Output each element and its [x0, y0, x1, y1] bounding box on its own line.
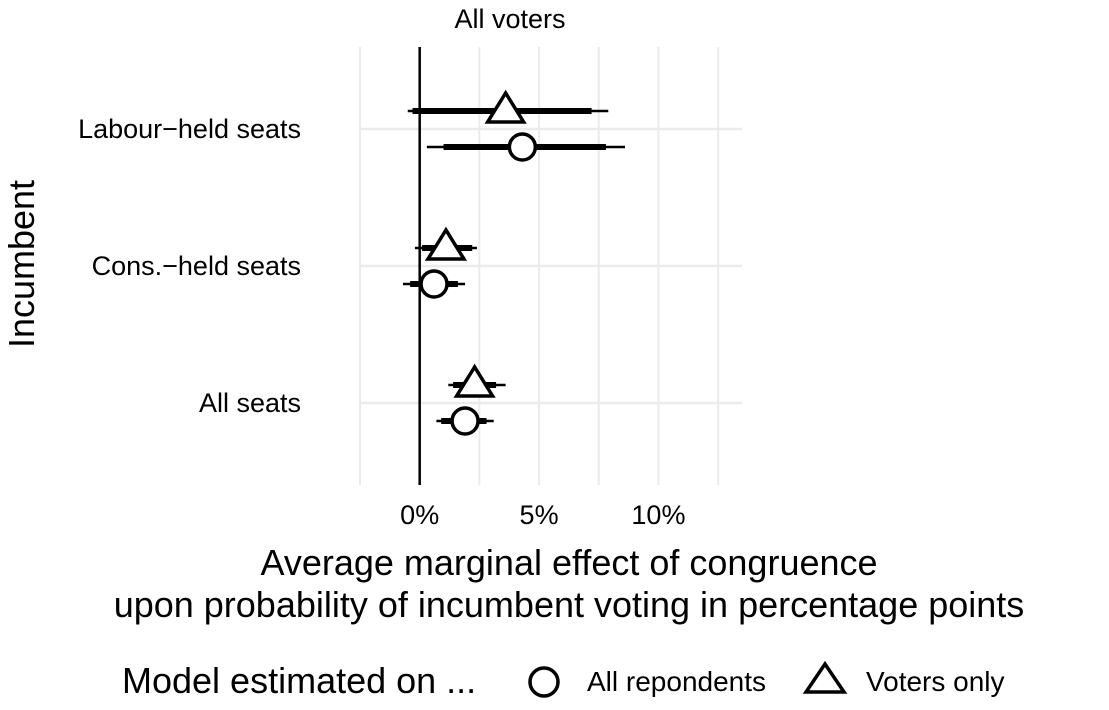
- y-tick-label: All seats: [199, 388, 301, 418]
- x-tick-label: 5%: [520, 500, 559, 530]
- x-tick-labels: 0% 5% 10%: [400, 500, 685, 530]
- x-axis-title-line-2: upon probability of incumbent voting in …: [114, 584, 1025, 625]
- legend-label-all-respondents: All repondents: [587, 666, 766, 697]
- y-tick-label: Labour−held seats: [78, 114, 301, 144]
- legend-label-voters-only: Voters only: [866, 666, 1005, 697]
- y-tick-label: Cons.−held seats: [92, 251, 301, 281]
- x-axis-title-line-1: Average marginal effect of congruence: [260, 542, 877, 583]
- legend: Model estimated on ... All repondents Vo…: [122, 660, 1005, 701]
- legend-title: Model estimated on ...: [122, 660, 476, 701]
- voters-only-labour-held-seats-point: [484, 89, 527, 124]
- y-tick-labels: Labour−held seats Cons.−held seats All sea…: [78, 114, 301, 418]
- panel-title: All voters: [454, 4, 565, 34]
- x-tick-label: 10%: [631, 500, 685, 530]
- legend-circle-icon: [528, 666, 560, 698]
- all-repondents-all-seats-point: [450, 406, 480, 436]
- legend-triangle-icon: [802, 660, 848, 694]
- all-repondents-labour-held-seats-point: [507, 132, 538, 162]
- x-tick-label: 0%: [400, 500, 439, 530]
- marks-layer: [402, 89, 626, 436]
- all-repondents-cons-held-seats-point: [419, 269, 449, 299]
- y-axis-title: Incumbent: [1, 180, 42, 348]
- voters-only-all-seats-point: [453, 363, 496, 398]
- voters-only-cons-held-seats-point: [424, 226, 468, 261]
